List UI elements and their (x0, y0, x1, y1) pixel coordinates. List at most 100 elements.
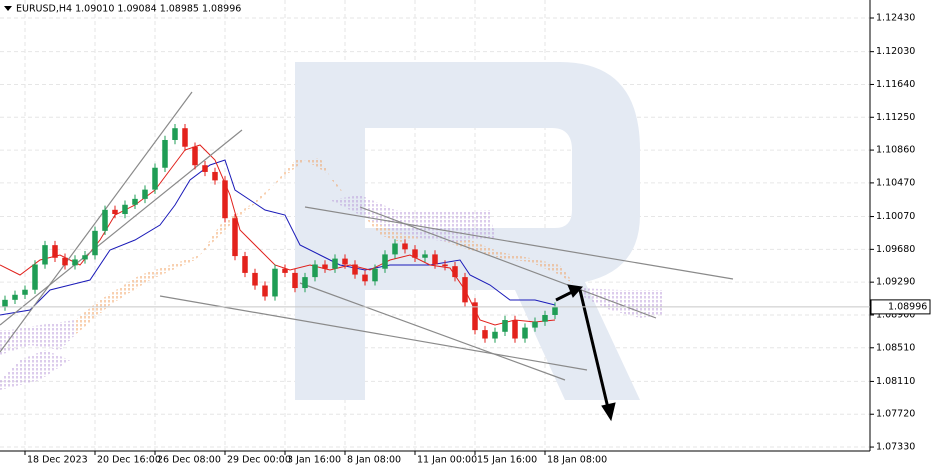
y-tick-label: 1.10070 (876, 211, 915, 222)
candle-body (62, 257, 68, 266)
candle-body (242, 256, 248, 273)
candle-body (302, 277, 308, 289)
y-tick-label: 1.10860 (876, 145, 915, 156)
trend-line (304, 206, 734, 280)
y-tick-label: 1.08900 (876, 309, 915, 320)
trend-line (159, 295, 588, 371)
candle-body (152, 167, 158, 190)
trend-line (0, 129, 243, 326)
candle-body (552, 306, 558, 315)
candle-body (452, 266, 458, 278)
x-tick-label: 15 Jan 16:00 (477, 455, 537, 466)
trend-line (299, 282, 566, 381)
x-tick-label: 11 Jan 00:00 (417, 455, 477, 466)
candle-body (42, 245, 48, 265)
y-tick-label: 1.10470 (876, 177, 915, 188)
candle-body (482, 330, 488, 339)
candle-body (292, 272, 298, 289)
candle-body (52, 245, 58, 258)
candle-body (32, 264, 38, 290)
candle-body (282, 268, 288, 273)
candle-body (72, 259, 78, 266)
y-tick-label: 1.08110 (876, 376, 915, 387)
candle-body (122, 204, 128, 215)
candle-body (232, 218, 238, 257)
x-tick-label: 3 Jan 16:00 (287, 455, 341, 466)
candle-body (182, 128, 188, 147)
trend-line (359, 206, 657, 319)
candle-body (502, 320, 508, 332)
candle-body (212, 171, 218, 181)
candle-body (362, 274, 368, 282)
candle-body (142, 189, 148, 199)
candle-body (102, 209, 108, 231)
x-tick-label: 26 Dec 08:00 (157, 455, 221, 466)
x-tick-label: 29 Dec 00:00 (227, 455, 291, 466)
x-tick-label: 18 Dec 2023 (27, 455, 88, 466)
forecast-arrow (555, 284, 616, 422)
candle-body (92, 230, 98, 256)
candle-body (22, 289, 28, 295)
candle-body (82, 255, 88, 260)
candle-body (402, 243, 408, 250)
y-tick-label: 1.07720 (876, 409, 915, 420)
last-price-box (870, 299, 931, 315)
y-tick-label: 1.12030 (876, 46, 915, 57)
x-tick-label: 20 Dec 16:00 (97, 455, 161, 466)
candle-body (332, 258, 338, 269)
candle-body (222, 180, 228, 219)
candle-body (412, 249, 418, 258)
y-tick-label: 1.11640 (876, 79, 915, 90)
y-tick-label: 1.07330 (876, 442, 915, 453)
candle-body (442, 264, 448, 267)
candle-body (352, 264, 358, 275)
candle-body (432, 254, 438, 265)
y-tick-label: 1.12430 (876, 13, 915, 24)
arrow-shaft (578, 289, 610, 409)
candle-body (192, 146, 198, 166)
last-price-label: 1.08996 (888, 301, 927, 312)
candle-body (112, 209, 118, 215)
trend-lines (0, 91, 734, 381)
candle-body (542, 314, 548, 322)
y-tick-label: 1.09680 (876, 244, 915, 255)
candle-body (462, 277, 468, 303)
candle-body (252, 272, 258, 286)
candle-body (132, 198, 138, 205)
arrow-head (567, 284, 583, 298)
candle-body (372, 268, 378, 282)
chart-title: EURUSD,H4 1.09010 1.09084 1.08985 1.0899… (16, 4, 241, 15)
candle-body (2, 299, 8, 307)
kijun-line (0, 159, 556, 316)
candle-body (262, 285, 268, 297)
y-tick-label: 1.11250 (876, 112, 915, 123)
candle-body (382, 254, 388, 269)
candle-body (172, 128, 178, 140)
candle-body (312, 264, 318, 278)
candles (2, 124, 558, 343)
candle-body (322, 264, 328, 269)
ichimoku-cloud (75, 158, 575, 335)
y-tick-label: 1.09290 (876, 277, 915, 288)
candle-body (492, 331, 498, 339)
candle-body (202, 165, 208, 172)
candle-body (472, 302, 478, 331)
symbol-arrow (4, 6, 12, 11)
y-tick-label: 1.08510 (876, 342, 915, 353)
candle-body (422, 254, 428, 258)
candle-body (522, 327, 528, 339)
candle-body (272, 268, 278, 297)
candle-body (532, 321, 538, 328)
axes: 1.12430 1.12030 1.11640 1.11250 1.10860 1.104… (0, 13, 931, 466)
x-tick-label: 8 Jan 08:00 (347, 455, 401, 466)
arrow-head (601, 402, 616, 422)
candle-body (392, 243, 398, 255)
x-tick-label: 18 Jan 08:00 (547, 455, 607, 466)
candle-body (12, 294, 18, 300)
candle-body (342, 258, 348, 265)
trend-line (0, 91, 193, 353)
candle-body (162, 139, 168, 168)
candle-body (512, 320, 518, 339)
